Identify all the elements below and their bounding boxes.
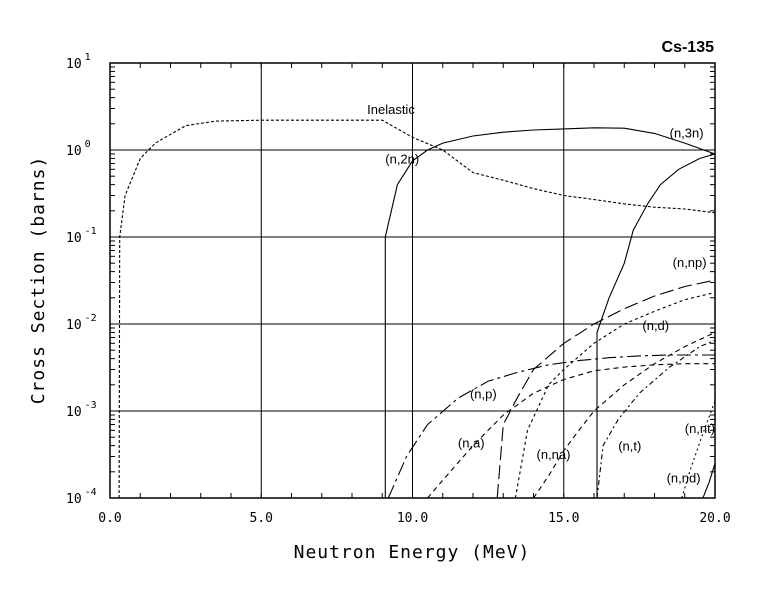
x-tick-label: 20.0 xyxy=(699,511,730,526)
series-nnt-line xyxy=(681,400,716,499)
series-n3n-label: (n,3n) xyxy=(670,125,704,140)
x-axis-title: Neutron Energy (MeV) xyxy=(294,542,531,563)
series-nd-line xyxy=(514,291,716,499)
series-nd-label: (n,d) xyxy=(642,318,669,333)
series-nna-line xyxy=(533,331,716,499)
series-nnp-label: (n,np) xyxy=(673,255,707,270)
plot-frame xyxy=(109,62,716,499)
y-tick-label: 10 -1 xyxy=(66,226,97,246)
series-nnd-line xyxy=(702,463,716,499)
series-na-label: (n,a) xyxy=(458,436,485,451)
series-inelastic-label: Inelastic xyxy=(367,102,415,117)
chart-title: Cs-135 xyxy=(662,39,715,56)
y-tick-label: 10 1 xyxy=(66,52,91,72)
series-n2n-label: (n,2n) xyxy=(385,151,419,166)
x-tick-label: 15.0 xyxy=(548,511,579,526)
series-n3n-line xyxy=(596,153,716,498)
series-labels: Inelastic (n,2n) (n,3n) (n,np) (n,d) (n,p) (n,… xyxy=(367,102,715,486)
series-na-line xyxy=(427,363,715,499)
y-axis-title: Cross Section (barns) xyxy=(28,156,49,405)
x-tick-label: 5.0 xyxy=(250,511,273,526)
y-tick-label: 10 -2 xyxy=(66,313,97,333)
series-nna-label: (n,na) xyxy=(537,447,571,462)
x-tick-label: 10.0 xyxy=(397,511,428,526)
y-tick-label: 10 -4 xyxy=(66,487,97,507)
series-inelastic-line xyxy=(118,119,716,499)
series-n2n-line xyxy=(384,127,716,498)
series-nnd-label: (n,nd) xyxy=(667,471,701,486)
series-np-line xyxy=(387,354,715,499)
x-tick-label: 0.0 xyxy=(98,511,121,526)
data-curves xyxy=(118,119,716,499)
series-nnp-line xyxy=(496,279,716,499)
series-nnt-label: (n,nt) xyxy=(685,421,715,436)
series-np-label: (n,p) xyxy=(470,386,497,401)
y-tick-label: 10 0 xyxy=(66,139,91,159)
y-tick-label: 10 -3 xyxy=(66,400,97,420)
series-nt-line xyxy=(596,339,716,499)
series-nt-label: (n,t) xyxy=(618,439,641,454)
